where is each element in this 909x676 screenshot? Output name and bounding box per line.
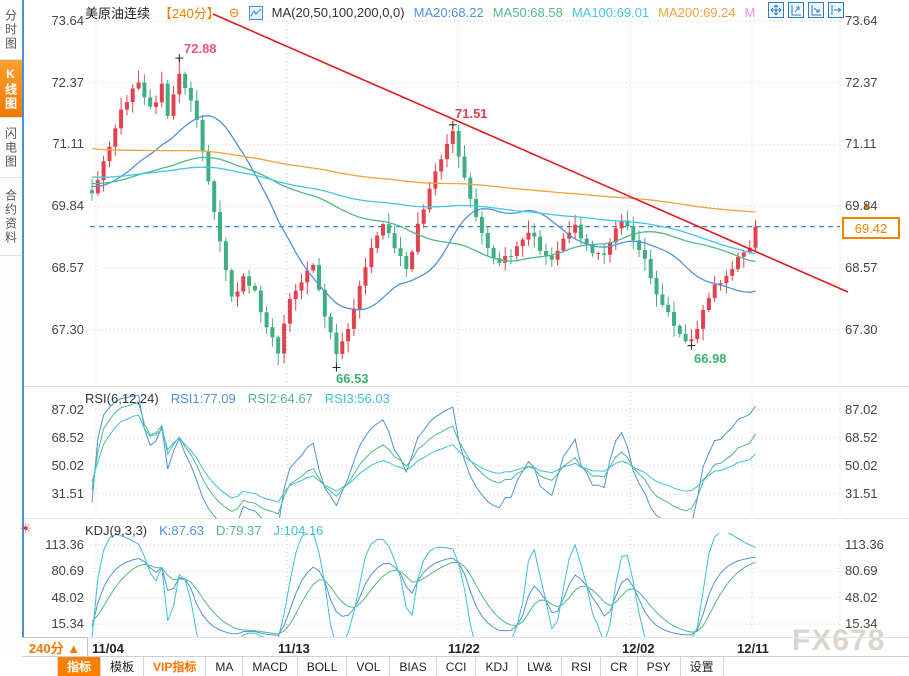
tab-PSY[interactable]: PSY (638, 657, 681, 676)
rsi-title: RSI(6,12,24) (85, 391, 159, 406)
ma50-value: MA50:68.58 (492, 5, 563, 20)
high-annotation-2: 71.51 (455, 106, 488, 121)
tab-指标[interactable]: 指标 (57, 657, 102, 676)
kdj-ytick-right-3: 15.34 (845, 616, 878, 631)
date-label-4: 12/11 (737, 641, 769, 656)
rsi1-value: RSI1:77.09 (170, 391, 236, 406)
kdj-title: KDJ(9,3,3) (85, 523, 148, 538)
main-ytick-right-0: 73.64 (845, 13, 878, 28)
rsi-ytick-left-3: 31.51 (51, 486, 84, 501)
kdj-j-value: J:104.16 (273, 523, 324, 538)
tab-VIP指标[interactable]: VIP指标 (144, 657, 207, 676)
main-ytick-right-5: 67.30 (845, 322, 878, 337)
tab-模板[interactable]: 模板 (101, 657, 145, 676)
rsi-ytick-right-3: 31.51 (845, 486, 878, 501)
main-ytick-left-0: 73.64 (51, 13, 84, 28)
divider-main-rsi (22, 386, 909, 387)
rsi2-value: RSI2:64.67 (247, 391, 313, 406)
kdj-ytick-left-0: 113.36 (45, 537, 84, 552)
date-label-2: 11/22 (448, 641, 480, 656)
indicator-tabbar: 指标 模板 VIP指标 MA MACD BOLL VOL BIAS CCI KDJ LW& RSI CR… (22, 656, 909, 676)
tab-BOLL[interactable]: BOLL (298, 657, 348, 676)
last-price-tag: 69.42 (842, 217, 900, 239)
period-selector[interactable]: 240分 ▲ (22, 637, 88, 657)
kdj-ytick-right-0: 113.36 (845, 537, 884, 552)
period-label[interactable]: 【240分】 (159, 6, 220, 21)
kdj-ytick-right-1: 80.69 (845, 563, 878, 578)
kdj-ytick-right-2: 48.02 (845, 590, 878, 605)
tab-设置[interactable]: 设置 (681, 657, 724, 676)
ma100-value: MA100:69.01 (571, 5, 650, 20)
sidebar: 分时图 K线图 闪电图 合约资料 (0, 0, 24, 657)
kdj-panel-header: KDJ(9,3,3) K:87.63 D:79.37 J:104.16 (85, 523, 323, 538)
rsi-ytick-right-1: 68.52 (845, 430, 878, 445)
ma-formula: MA(20,50,100,200,0,0) (271, 5, 405, 20)
main-ytick-left-5: 67.30 (51, 322, 84, 337)
tab-MA[interactable]: MA (206, 657, 244, 676)
kdj-d-value: D:79.37 (215, 523, 262, 538)
main-ytick-right-1: 72.37 (845, 75, 878, 90)
watermark: FX678 (792, 624, 886, 657)
rsi-ytick-left-0: 87.02 (51, 402, 84, 417)
main-ytick-left-3: 69.84 (51, 198, 84, 213)
rsi3-value: RSI3:56.03 (324, 391, 390, 406)
tab-RSI[interactable]: RSI (562, 657, 602, 676)
rsi-ytick-right-2: 50.02 (845, 458, 878, 473)
tab-MACD[interactable]: MACD (243, 657, 298, 676)
rsi-ytick-left-2: 50.02 (51, 458, 84, 473)
collapse-icon[interactable]: ⊖ (228, 4, 240, 20)
rsi-ytick-left-1: 68.52 (51, 430, 84, 445)
high-annotation-1: 72.88 (184, 41, 217, 56)
rsi-panel-header: RSI(6,12,24) RSI1:77.09 RSI2:64.67 RSI3:… (85, 391, 390, 406)
ma20-value: MA20:68.22 (413, 5, 484, 20)
kdj-k-value: K:87.63 (159, 523, 204, 538)
zoom-axis-right-icon[interactable] (808, 2, 824, 18)
main-ytick-right-2: 71.11 (845, 136, 877, 151)
pan-icon[interactable] (768, 2, 784, 18)
low-annotation-1: 66.53 (336, 371, 369, 386)
main-ytick-left-4: 68.57 (51, 260, 84, 275)
sidebar-item-2[interactable]: 闪电图 (0, 118, 22, 178)
sidebar-item-3[interactable]: 合约资料 (0, 178, 22, 256)
tab-CR[interactable]: CR (601, 657, 638, 676)
divider-rsi-kdj (22, 518, 909, 519)
tab-KDJ[interactable]: KDJ (476, 657, 519, 676)
chart-type-icon[interactable] (248, 5, 263, 20)
kdj-ytick-left-3: 15.34 (51, 616, 84, 631)
tab-VOL[interactable]: VOL (347, 657, 391, 676)
main-ytick-left-2: 71.11 (52, 136, 84, 151)
kdj-ytick-left-2: 48.02 (51, 590, 84, 605)
symbol-title: 美原油连续 (85, 6, 151, 21)
chart-toolbar (768, 2, 844, 18)
main-ytick-left-1: 72.37 (51, 75, 84, 90)
date-label-0: 11/04 (92, 641, 124, 656)
date-label-1: 11/13 (278, 641, 310, 656)
zoom-axis-up-icon[interactable] (788, 2, 804, 18)
tab-BIAS[interactable]: BIAS (390, 657, 437, 676)
rsi-ytick-right-0: 87.02 (845, 402, 878, 417)
settings-sun-icon[interactable]: ☀ (20, 521, 32, 536)
shift-right-icon[interactable] (828, 2, 844, 18)
price-arrow-icon: ▲ (861, 200, 872, 212)
date-label-3: 12/02 (622, 641, 655, 656)
m-label: M (744, 5, 756, 20)
kdj-ytick-left-1: 80.69 (51, 563, 84, 578)
tab-CCI[interactable]: CCI (437, 657, 477, 676)
sidebar-item-1[interactable]: K线图 (0, 60, 22, 118)
main-chart-header: 美原油连续 【240分】 ⊖ MA(20,50,100,200,0,0) MA2… (85, 3, 755, 22)
main-ytick-right-3: 69.84 (845, 198, 878, 213)
low-annotation-2: 66.98 (694, 351, 727, 366)
sidebar-item-0[interactable]: 分时图 (0, 0, 22, 60)
tab-LW&[interactable]: LW& (518, 657, 563, 676)
main-ytick-right-4: 68.57 (845, 260, 878, 275)
divider-kdj-dates (22, 637, 909, 638)
ma200-value: MA200:69.24 (658, 5, 736, 20)
